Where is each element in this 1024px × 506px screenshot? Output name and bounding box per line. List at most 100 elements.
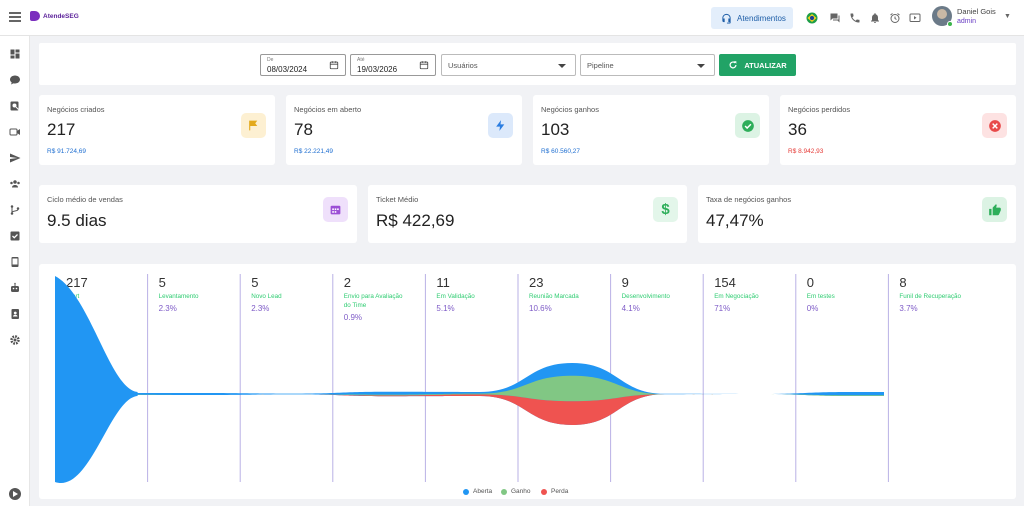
stage-name: Novo Lead [251, 293, 282, 300]
video-icon[interactable] [909, 12, 921, 24]
metric-label: Taxa de negócios ganhos [706, 195, 792, 204]
play-circle-icon[interactable] [9, 488, 21, 500]
phone-icon[interactable] [849, 12, 861, 24]
kpi-amount: R$ 8.942,93 [788, 148, 824, 155]
stage-name: Em Validação [436, 293, 475, 300]
stage-count: 5 [159, 275, 166, 290]
legend-item-aberta[interactable]: Aberta [463, 488, 492, 495]
support-icon [722, 13, 731, 24]
search-list-icon[interactable] [9, 100, 21, 112]
mobile-chat-icon[interactable] [9, 256, 21, 268]
kpi-label: Negócios perdidos [788, 105, 851, 114]
logo-mark-icon [30, 11, 40, 21]
flag-icon [241, 113, 266, 138]
start-date-field[interactable]: De 08/03/2024 [260, 54, 346, 76]
kpi-value: 78 [294, 120, 313, 139]
atendimentos-label: Atendimentos [737, 13, 786, 23]
branch-icon[interactable] [9, 204, 21, 216]
user-name[interactable]: Daniel Gois [957, 7, 996, 16]
calendar-icon[interactable] [419, 60, 429, 70]
stage-percent: 0.9% [344, 313, 362, 322]
robot-icon[interactable] [9, 282, 21, 294]
kpi-amount: R$ 22.221,49 [294, 148, 334, 155]
legend-swatch [463, 488, 469, 495]
refresh-icon [729, 61, 737, 69]
stage-count: 0 [807, 275, 814, 290]
bell-icon[interactable] [869, 12, 881, 24]
user-role: admin [957, 18, 977, 25]
stage-name: Funil de Recuperação [899, 293, 961, 300]
stage-name: Desenvolvimento [622, 293, 671, 300]
start-date-value: 08/03/2024 [267, 65, 308, 74]
dashboard-icon[interactable] [9, 48, 21, 60]
metric-card-ticket: Ticket Médio R$ 422,69 $ [368, 185, 687, 243]
stage-percent: 4.1% [622, 304, 640, 313]
filter-bar: De 08/03/2024 Até 19/03/2026 Usuários Pi… [39, 43, 1016, 85]
kpi-label: Negócios em aberto [294, 105, 362, 114]
online-status-icon [947, 21, 953, 27]
kpi-value: 103 [541, 120, 570, 139]
top-bar: AtendeSEG Atendimentos Daniel Gois admin… [0, 0, 1024, 36]
stage-percent: 2.3% [251, 304, 269, 313]
legend-item-ganho[interactable]: Ganho [501, 488, 531, 495]
stage-name: Envio para Avaliação [344, 293, 403, 300]
checkbox-icon[interactable] [9, 230, 21, 242]
stage-name: Levantamento [159, 293, 199, 300]
kpi-value: 36 [788, 120, 807, 139]
brand-name: AtendeSEG [43, 12, 79, 20]
end-date-label: Até [357, 57, 365, 63]
contacts-book-icon[interactable] [9, 308, 21, 320]
chat-bubble-icon[interactable] [9, 74, 21, 86]
menu-icon[interactable] [9, 12, 21, 22]
users-select[interactable]: Usuários [441, 54, 576, 76]
groups-icon[interactable] [9, 178, 21, 190]
stage-count: 23 [529, 275, 543, 290]
kpi-card-open: Negócios em aberto 78 R$ 22.221,49 [286, 95, 522, 165]
alarm-clock-icon[interactable] [889, 12, 901, 24]
users-select-text: Usuários [448, 61, 478, 70]
legend-swatch [501, 488, 507, 495]
kpi-amount: R$ 91.724,69 [47, 148, 87, 155]
metric-value: 47,47% [706, 211, 764, 230]
kpi-value: 217 [47, 120, 76, 139]
dropdown-arrow-icon [558, 64, 566, 68]
stage-name: Em testes [807, 293, 835, 300]
stage-count: 217 [66, 275, 88, 290]
end-date-field[interactable]: Até 19/03/2026 [350, 54, 436, 76]
calendar-icon[interactable] [329, 60, 339, 70]
refresh-button[interactable]: ATUALIZAR [719, 54, 796, 76]
metric-card-cycle: Ciclo médio de vendas 9.5 dias [39, 185, 357, 243]
legend-label: Aberta [473, 488, 493, 495]
series-perda-area [55, 394, 884, 439]
brazil-flag-icon[interactable] [806, 12, 818, 24]
bolt-icon [488, 113, 513, 138]
metric-card-win-rate: Taxa de negócios ganhos 47,47% [698, 185, 1016, 243]
refresh-label: ATUALIZAR [744, 60, 787, 70]
legend-swatch [541, 488, 547, 495]
pipeline-select-text: Pipeline [587, 61, 614, 70]
video-call-icon[interactable] [9, 126, 21, 138]
brand-logo[interactable]: AtendeSEG [30, 11, 79, 21]
chat-icon[interactable] [829, 12, 841, 24]
kpi-label: Negócios ganhos [541, 105, 599, 114]
stage-count: 9 [622, 275, 629, 290]
atendimentos-button[interactable]: Atendimentos [711, 7, 793, 29]
chevron-down-icon[interactable]: ▼ [1004, 13, 1011, 20]
send-icon[interactable] [9, 152, 21, 164]
metric-label: Ticket Médio [376, 195, 419, 204]
stage-name: Em Negociação [714, 293, 759, 300]
stage-count: 2 [344, 275, 351, 290]
sidebar [0, 36, 30, 506]
pipeline-select[interactable]: Pipeline [580, 54, 715, 76]
kpi-card-lost: Negócios perdidos 36 R$ 8.942,93 [780, 95, 1016, 165]
close-circle-icon [982, 113, 1007, 138]
settings-gear-icon[interactable] [9, 334, 21, 346]
metric-value: 9.5 dias [47, 211, 107, 230]
dropdown-arrow-icon [697, 64, 705, 68]
legend-item-perda[interactable]: Perda [541, 488, 568, 495]
stage-name: do Time [344, 302, 367, 309]
end-date-value: 19/03/2026 [357, 65, 398, 74]
start-date-label: De [267, 57, 274, 63]
legend-label: Ganho [511, 488, 531, 495]
